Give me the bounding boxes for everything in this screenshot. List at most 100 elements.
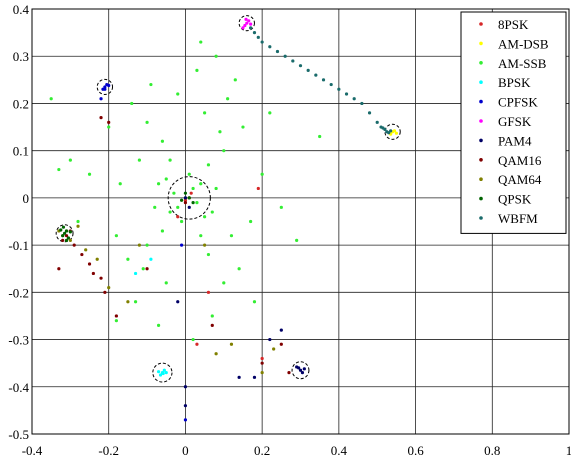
point-am-ssb	[176, 205, 180, 209]
point-cpfsk	[107, 83, 111, 88]
y-tick-label: 0.1	[13, 144, 29, 159]
legend-label: WBFM	[498, 211, 538, 226]
cluster-circles	[55, 15, 401, 383]
point-qpsk	[191, 201, 195, 205]
point-am-ssb	[118, 182, 122, 186]
point-am-ssb	[141, 267, 145, 271]
point-am-ssb	[160, 139, 165, 143]
legend-marker	[479, 119, 483, 123]
point-pam4	[268, 337, 272, 342]
point-am-ssb	[164, 281, 168, 285]
point-wbfm	[375, 120, 379, 124]
point-qam16	[57, 267, 61, 271]
point-am-ssb	[168, 210, 172, 214]
point-am-ssb	[156, 323, 161, 327]
point-pam4	[279, 328, 283, 332]
point-am-ssb	[279, 205, 283, 209]
point-bpsk	[133, 271, 138, 276]
point-am-ssb	[126, 257, 130, 261]
y-tick-label: -0.5	[8, 427, 29, 442]
point-am-ssb	[203, 111, 207, 115]
x-tick-label: 0.8	[484, 443, 500, 458]
point-am-ssb	[49, 97, 53, 101]
point-wbfm	[260, 40, 264, 44]
y-tick-label: -0.3	[8, 333, 29, 348]
point-am-ssb	[153, 205, 157, 209]
legend-label: QAM64	[498, 172, 542, 187]
point-am-ssb	[145, 243, 149, 247]
point-gfsk	[245, 21, 249, 25]
point-pam4	[252, 375, 257, 379]
point-qam64	[214, 352, 218, 356]
cluster-circle	[167, 176, 211, 220]
x-tick-label: 1	[566, 443, 571, 458]
point-gfsk	[243, 23, 247, 28]
point-am-ssb	[222, 149, 226, 153]
point-am-dsb	[394, 131, 398, 135]
legend-label: 8PSK	[498, 17, 529, 32]
point-qam64	[76, 224, 80, 228]
point-am-ssb	[203, 215, 207, 219]
point-qpsk	[61, 225, 66, 229]
point-qam64	[229, 342, 234, 346]
point-qam16	[260, 361, 264, 365]
point-am-ssb	[252, 300, 257, 304]
point-am-ssb	[164, 177, 168, 181]
point-am-ssb	[195, 201, 199, 205]
point-qam64	[260, 371, 264, 375]
x-tick-label: 0.6	[407, 443, 424, 458]
point-wbfm	[252, 31, 257, 35]
point-wbfm	[298, 64, 303, 68]
point-bpsk	[156, 370, 161, 374]
point-am-ssb	[199, 40, 203, 44]
point-wbfm	[291, 59, 295, 63]
cluster-circle	[291, 361, 310, 380]
legend-marker	[479, 99, 483, 104]
point-pam4	[295, 365, 299, 369]
point-8psk	[260, 356, 264, 361]
point-wbfm	[329, 82, 333, 87]
point-qam16	[61, 238, 65, 242]
point-qpsk	[63, 231, 67, 235]
point-cpfsk	[99, 97, 103, 101]
cluster-circle	[55, 224, 74, 243]
point-qam64	[68, 238, 72, 242]
point-am-ssb	[156, 182, 161, 186]
point-am-ssb	[68, 158, 72, 162]
point-wbfm	[389, 129, 393, 133]
legend-box	[460, 11, 567, 234]
point-wbfm	[306, 68, 310, 72]
point-am-ssb	[57, 167, 61, 172]
x-tick-label: -0.4	[22, 443, 43, 458]
point-gfsk	[244, 17, 248, 21]
y-tick-label: 0.3	[13, 49, 29, 64]
point-am-ssb	[76, 219, 80, 224]
point-am-ssb	[145, 120, 149, 124]
point-am-ssb	[179, 219, 184, 224]
point-gfsk	[241, 26, 245, 30]
point-am-ssb	[206, 252, 211, 257]
legend-label: PAM4	[498, 133, 532, 148]
point-qam16	[183, 201, 188, 205]
cluster-circle	[384, 123, 401, 140]
point-wbfm	[360, 101, 364, 106]
point-qam16	[114, 314, 118, 318]
y-tick-label: -0.2	[8, 285, 29, 300]
point-qam16	[103, 290, 107, 294]
legend-label: GFSK	[498, 114, 532, 129]
data-points	[49, 17, 398, 422]
point-qam16	[145, 267, 149, 271]
point-am-ssb	[168, 158, 172, 162]
point-am-ssb	[107, 125, 111, 129]
point-8psk	[256, 186, 260, 191]
legend-marker	[479, 22, 483, 26]
point-qam16	[99, 276, 103, 280]
point-wbfm	[321, 78, 326, 82]
point-am-ssb	[233, 78, 237, 82]
point-am-ssb	[214, 186, 218, 191]
point-qpsk	[64, 229, 69, 233]
legend-marker	[479, 80, 483, 84]
legend-label: AM-SSB	[498, 56, 547, 71]
x-tick-label: 0.4	[331, 443, 348, 458]
